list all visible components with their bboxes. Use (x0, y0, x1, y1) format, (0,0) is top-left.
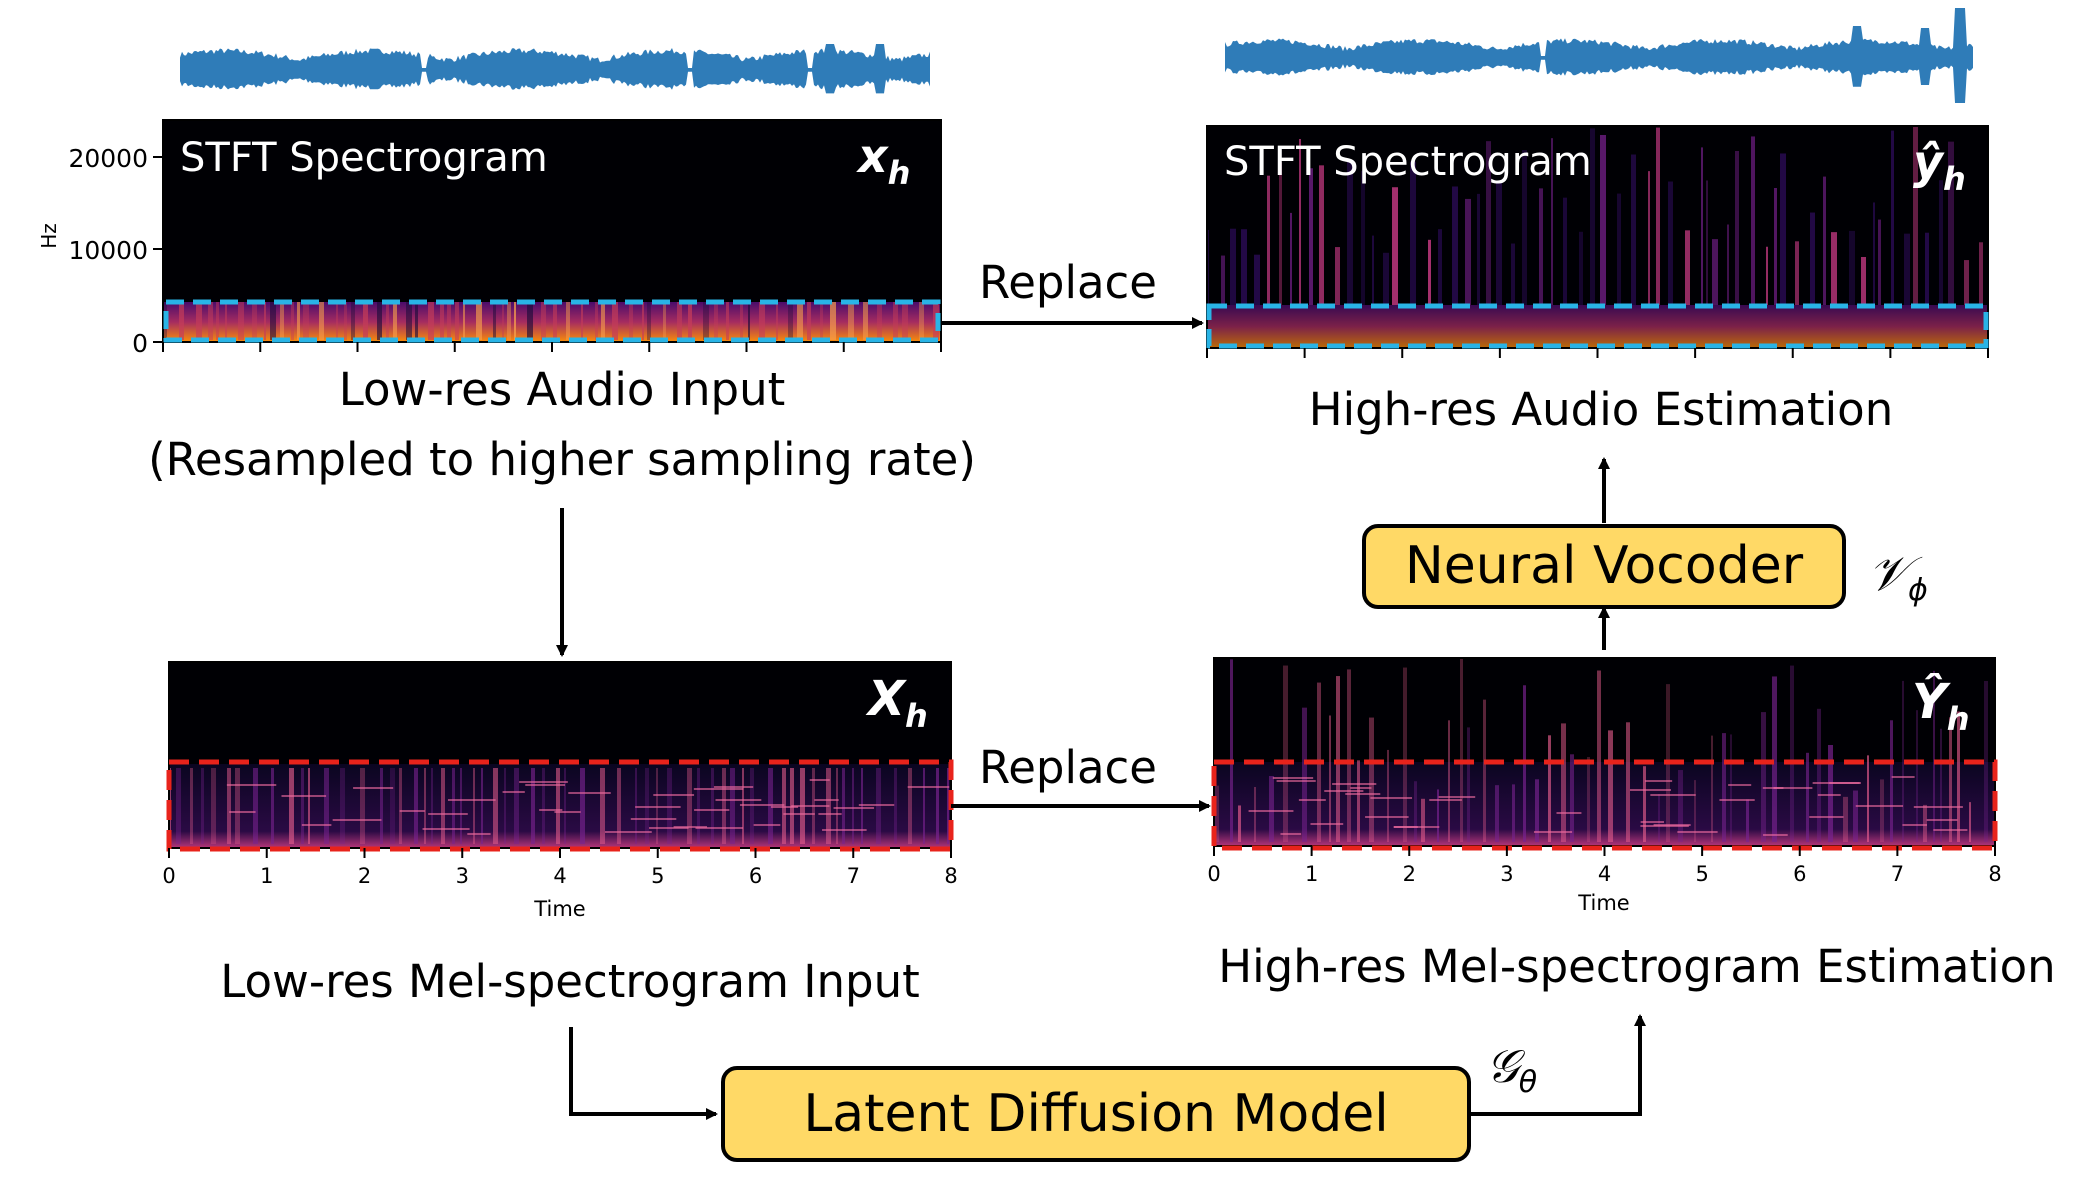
x-tick-label: 7 (1891, 862, 1904, 886)
low-res-mel-spectrogram: Xh 0 1 2 3 4 5 6 7 8 Time (162, 661, 958, 921)
signal-symbol: xh (856, 129, 910, 192)
x-tick-label: 0 (162, 864, 175, 888)
x-axis-label: Time (1577, 891, 1629, 915)
arrow-diffusion-to-mel (1469, 1014, 1646, 1116)
x-tick-label: 1 (260, 864, 273, 888)
x-tick-label: 6 (1793, 862, 1806, 886)
replace-arrow-top: Replace (941, 256, 1204, 329)
caption-low-res-mel: Low-res Mel-spectrogram Input (220, 955, 919, 1008)
spectrogram-title: STFT Spectrogram (180, 135, 548, 181)
x-tick-label: 4 (1598, 862, 1611, 886)
replace-region-box (1206, 303, 1989, 349)
x-tick-label: 8 (1988, 862, 2001, 886)
latent-diffusion-model-label: Latent Diffusion Model (803, 1084, 1388, 1144)
latent-diffusion-model-box: Latent Diffusion Model 𝒢θ (721, 1039, 1537, 1162)
caption-low-res-audio-note: (Resampled to higher sampling rate) (148, 433, 976, 486)
x-tick-label: 5 (1695, 862, 1708, 886)
vocoder-symbol: 𝒱ϕ (1868, 546, 1928, 608)
x-tick-label: 2 (358, 864, 371, 888)
x-tick-label: 4 (553, 864, 566, 888)
neural-vocoder-box: Neural Vocoder 𝒱ϕ (1362, 524, 1928, 609)
y-tick-label: 10000 (68, 236, 148, 265)
y-tick-label: 20000 (68, 144, 148, 173)
x-tick-label: 5 (651, 864, 664, 888)
caption-high-res-audio: High-res Audio Estimation (1309, 383, 1893, 436)
diffusion-symbol: 𝒢θ (1486, 1039, 1537, 1100)
signal-symbol: Xh (865, 671, 928, 735)
replace-arrow-bottom: Replace (951, 741, 1211, 812)
y-axis-label: Hz (37, 223, 61, 249)
x-tick-label: 3 (456, 864, 469, 888)
neural-vocoder-label: Neural Vocoder (1405, 536, 1804, 596)
spectrogram-title: STFT Spectrogram (1224, 139, 1592, 185)
low-res-waveform (180, 44, 930, 94)
signal-symbol: ŷh (1913, 135, 1966, 198)
low-res-stft-spectrogram: STFT Spectrogram xh 20000 10000 0 Hz (37, 119, 942, 358)
x-tick-label: 8 (944, 864, 957, 888)
signal-symbol: Ŷh (1912, 673, 1970, 738)
caption-low-res-audio: Low-res Audio Input (339, 363, 786, 416)
x-axis-label: Time (533, 897, 585, 921)
replace-region-box (1211, 759, 1998, 851)
x-tick-label: 2 (1403, 862, 1416, 886)
x-tick-label: 7 (847, 864, 860, 888)
caption-high-res-mel: High-res Mel-spectrogram Estimation (1218, 940, 2055, 993)
replace-region-box (163, 299, 941, 343)
replace-label: Replace (979, 256, 1157, 309)
y-tick-label: 0 (132, 329, 148, 358)
x-tick-label: 0 (1207, 862, 1220, 886)
high-res-waveform (1225, 8, 1973, 103)
high-res-mel-spectrogram: Ŷh 0 1 2 3 4 5 6 7 8 Time (1207, 657, 2002, 915)
x-tick-label: 6 (749, 864, 762, 888)
arrow-mel-to-diffusion (569, 1027, 718, 1120)
replace-label: Replace (979, 741, 1157, 794)
x-tick-label: 3 (1500, 862, 1513, 886)
x-tick-label: 1 (1305, 862, 1318, 886)
high-res-stft-spectrogram: STFT Spectrogram ŷh (1206, 125, 1989, 358)
